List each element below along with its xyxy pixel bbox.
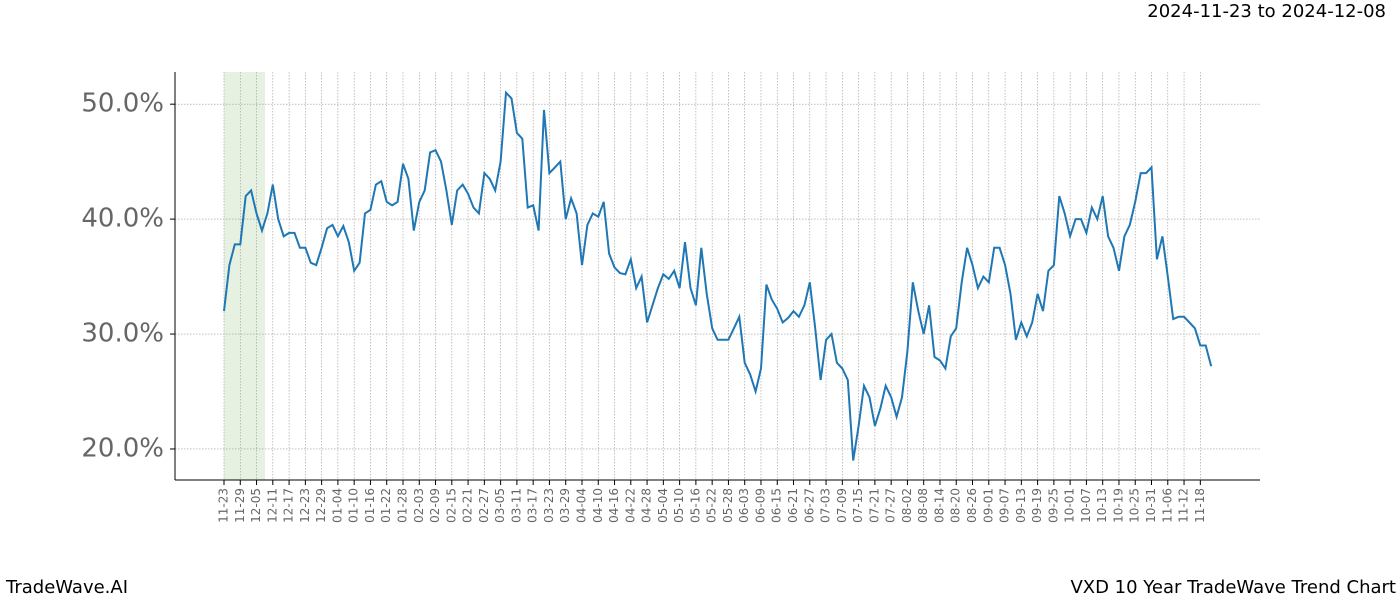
x-tick-label: 04-28 xyxy=(640,488,654,523)
footer-left: TradeWave.AI xyxy=(5,577,128,598)
x-tick-label: 02-21 xyxy=(461,488,475,523)
x-tick-label: 09-25 xyxy=(1046,488,1060,523)
x-tick-label: 05-22 xyxy=(705,488,719,523)
x-tick-label: 09-01 xyxy=(981,488,995,523)
x-tick-label: 10-13 xyxy=(1095,488,1109,523)
x-tick-label: 08-08 xyxy=(916,488,930,523)
x-tick-label: 06-21 xyxy=(786,488,800,523)
x-tick-label: 11-18 xyxy=(1193,488,1207,523)
x-tick-label: 07-21 xyxy=(867,488,881,523)
x-tick-label: 10-31 xyxy=(1144,488,1158,523)
y-tick-label: 30.0% xyxy=(81,319,164,349)
x-tick-label: 11-06 xyxy=(1160,488,1174,523)
x-tick-label: 03-29 xyxy=(558,488,572,523)
x-tick-label: 01-10 xyxy=(347,488,361,523)
x-tick-label: 08-02 xyxy=(900,488,914,523)
y-tick-label: 20.0% xyxy=(81,433,164,463)
x-tick-label: 01-04 xyxy=(330,488,344,523)
x-tick-label: 09-13 xyxy=(1014,488,1028,523)
x-tick-label: 05-28 xyxy=(721,488,735,523)
x-tick-label: 10-19 xyxy=(1111,488,1125,523)
data-line xyxy=(223,90,1213,461)
x-tick-label: 04-04 xyxy=(574,488,588,523)
x-tick-label: 11-23 xyxy=(217,488,231,523)
x-tick-label: 01-28 xyxy=(395,488,409,523)
x-tick-label: 09-19 xyxy=(1030,488,1044,523)
x-tick-label: 11-12 xyxy=(1177,488,1191,523)
subtitle: 2024-11-23 to 2024-12-08 xyxy=(1147,1,1386,22)
x-tick-label: 11-29 xyxy=(233,488,247,523)
x-tick-label: 08-26 xyxy=(965,488,979,523)
x-tick-label: 10-07 xyxy=(1079,488,1093,523)
x-tick-label: 03-17 xyxy=(526,488,540,523)
x-tick-label: 10-25 xyxy=(1128,488,1142,523)
x-tick-label: 12-23 xyxy=(298,488,312,523)
x-tick-label: 06-15 xyxy=(770,488,784,523)
x-tick-label: 05-16 xyxy=(688,488,702,523)
y-tick-label: 50.0% xyxy=(81,89,164,119)
x-tick-label: 04-22 xyxy=(623,488,637,523)
x-tick-label: 05-04 xyxy=(656,488,670,523)
x-tick-label: 12-11 xyxy=(265,488,279,523)
x-tick-label: 06-03 xyxy=(737,488,751,523)
x-tick-label: 02-03 xyxy=(412,488,426,523)
x-tick-label: 02-09 xyxy=(428,488,442,523)
x-tick-label: 07-03 xyxy=(819,488,833,523)
x-tick-label: 06-27 xyxy=(802,488,816,523)
x-tick-label: 08-14 xyxy=(932,488,946,523)
x-tick-label: 02-15 xyxy=(444,488,458,523)
x-tick-label: 07-09 xyxy=(835,488,849,523)
x-tick-label: 12-29 xyxy=(314,488,328,523)
x-tick-label: 03-11 xyxy=(509,488,523,523)
x-tick-label: 05-10 xyxy=(672,488,686,523)
x-tick-label: 02-27 xyxy=(477,488,491,523)
highlight-band xyxy=(224,72,265,480)
x-tick-label: 03-23 xyxy=(542,488,556,523)
x-tick-label: 08-20 xyxy=(949,488,963,523)
x-tick-label: 12-05 xyxy=(249,488,263,523)
x-tick-label: 01-22 xyxy=(379,488,393,523)
x-tick-label: 09-07 xyxy=(998,488,1012,523)
x-tick-label: 12-17 xyxy=(282,488,296,523)
x-tick-label: 04-16 xyxy=(607,488,621,523)
x-tick-label: 06-09 xyxy=(753,488,767,523)
x-tick-label: 04-10 xyxy=(591,488,605,523)
x-tick-label: 03-05 xyxy=(493,488,507,523)
footer-right: VXD 10 Year TradeWave Trend Chart xyxy=(1070,577,1396,598)
x-tick-label: 07-15 xyxy=(851,488,865,523)
y-tick-label: 40.0% xyxy=(81,204,164,234)
x-tick-label: 07-27 xyxy=(884,488,898,523)
x-tick-label: 01-16 xyxy=(363,488,377,523)
x-tick-label: 10-01 xyxy=(1063,488,1077,523)
